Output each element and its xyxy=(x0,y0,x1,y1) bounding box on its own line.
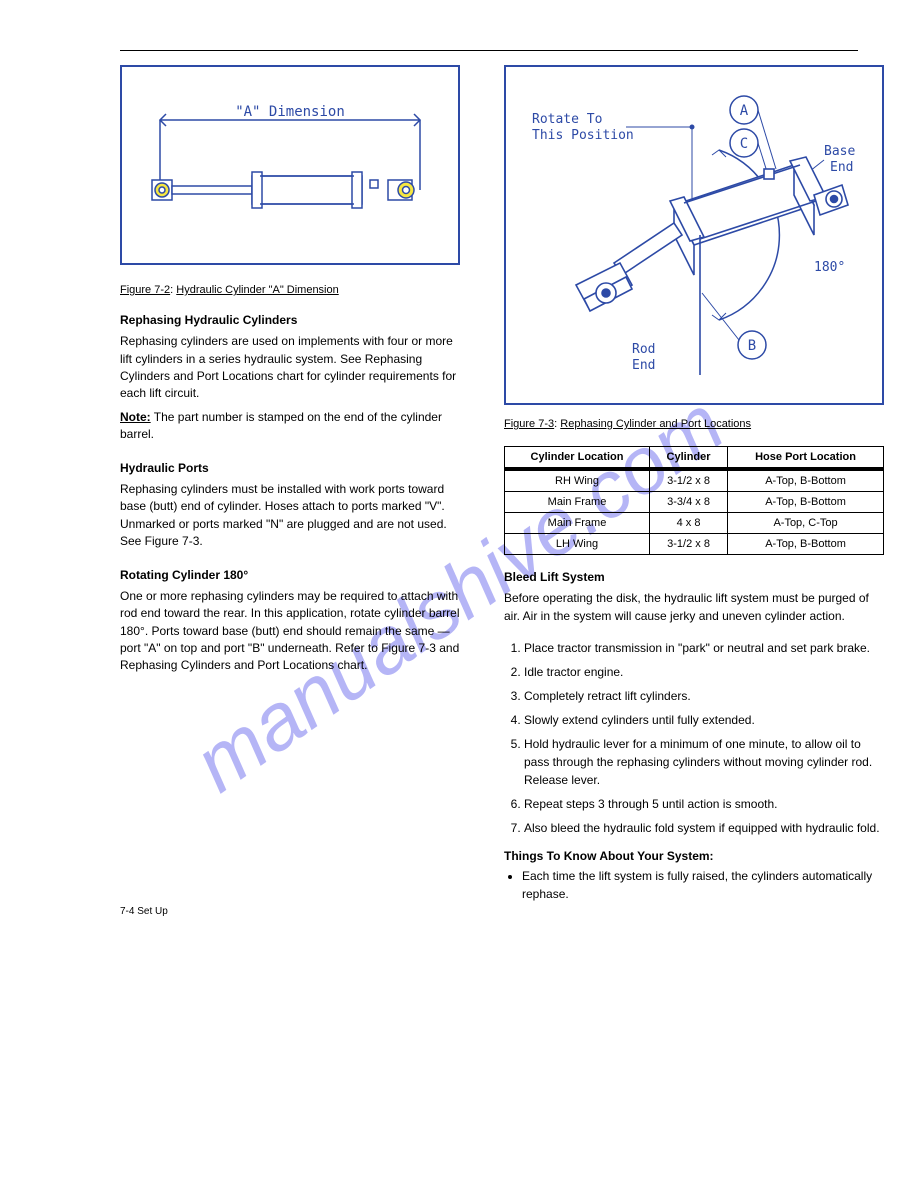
list-item: Idle tractor engine. xyxy=(524,663,884,681)
rephase-tbody: RH Wing 3-1/2 x 8 A-Top, B-Bottom Main F… xyxy=(505,470,884,554)
rotate-heading: Rotating Cylinder 180° xyxy=(120,567,460,584)
angle-label: 180° xyxy=(814,260,845,275)
rephasing-heading: Rephasing Hydraulic Cylinders xyxy=(120,312,460,329)
figure-left-caption: Figure 7-2: Hydraulic Cylinder "A" Dimen… xyxy=(120,283,460,298)
rotate-section: Rotating Cylinder 180° One or more repha… xyxy=(120,567,460,675)
list-item: Completely retract lift cylinders. xyxy=(524,687,884,705)
bleed-heading: Bleed Lift System xyxy=(504,569,884,586)
cylinder-iso-svg: A C B Rotate To This Position Base End R… xyxy=(514,75,874,395)
col-location: Cylinder Location xyxy=(505,446,650,468)
cell: 3-1/2 x 8 xyxy=(650,470,728,491)
cylinder-side-svg: "A" Dimension xyxy=(130,80,450,250)
bleed-steps: Place tractor transmission in "park" or … xyxy=(504,639,884,837)
list-item: Hold hydraulic lever for a minimum of on… xyxy=(524,735,884,789)
table-row: RH Wing 3-1/2 x 8 A-Top, B-Bottom xyxy=(505,470,884,491)
a-dimension-label: "A" Dimension xyxy=(235,104,345,120)
cell: 3-3/4 x 8 xyxy=(650,491,728,512)
rod-end-2: End xyxy=(632,358,655,373)
bleed-section: Bleed Lift System Before operating the d… xyxy=(504,569,884,625)
figure-right-id: Figure 7-3 xyxy=(504,418,554,430)
ports-heading: Hydraulic Ports xyxy=(120,460,460,477)
figure-left-title: Hydraulic Cylinder "A" Dimension xyxy=(176,284,338,296)
figure-right-title: Rephasing Cylinder and Port Locations xyxy=(560,418,751,430)
cell: A-Top, C-Top xyxy=(728,512,884,533)
rephase-table: Cylinder Location Cylinder Hose Port Loc… xyxy=(504,446,884,555)
rotate-body: One or more rephasing cylinders may be r… xyxy=(120,588,460,675)
cell: A-Top, B-Bottom xyxy=(728,533,884,554)
list-item: Slowly extend cylinders until fully exte… xyxy=(524,711,884,729)
figure-left-box: "A" Dimension xyxy=(120,65,460,265)
cell: A-Top, B-Bottom xyxy=(728,470,884,491)
two-column-layout: "A" Dimension xyxy=(120,65,858,907)
label-B: B xyxy=(748,338,756,354)
things-list: Each time the lift system is fully raise… xyxy=(504,867,884,903)
table-row: LH Wing 3-1/2 x 8 A-Top, B-Bottom xyxy=(505,533,884,554)
col-cylinder: Cylinder xyxy=(650,446,728,468)
list-item: Repeat steps 3 through 5 until action is… xyxy=(524,795,884,813)
table-row: Main Frame 4 x 8 A-Top, C-Top xyxy=(505,512,884,533)
note-text: The part number is stamped on the end of… xyxy=(120,410,442,441)
label-C: C xyxy=(740,136,748,152)
ports-section: Hydraulic Ports Rephasing cylinders must… xyxy=(120,460,460,551)
page-container: "A" Dimension xyxy=(0,0,918,947)
rod-end-1: Rod xyxy=(632,342,655,357)
cell: Main Frame xyxy=(505,512,650,533)
cell: 3-1/2 x 8 xyxy=(650,533,728,554)
list-item: Place tractor transmission in "park" or … xyxy=(524,639,884,657)
rephasing-intro: Rephasing cylinders are used on implemen… xyxy=(120,333,460,403)
figure-right-caption: Figure 7-3: Rephasing Cylinder and Port … xyxy=(504,417,884,432)
left-column: "A" Dimension xyxy=(120,65,460,907)
top-rule xyxy=(120,50,858,51)
list-item: Each time the lift system is fully raise… xyxy=(522,867,884,903)
bleed-intro: Before operating the disk, the hydraulic… xyxy=(504,590,884,625)
note-label: Note: xyxy=(120,410,151,424)
list-item: Also bleed the hydraulic fold system if … xyxy=(524,819,884,837)
base-end-1: Base xyxy=(824,144,855,159)
cell: A-Top, B-Bottom xyxy=(728,491,884,512)
cell: LH Wing xyxy=(505,533,650,554)
rephasing-note: Note: The part number is stamped on the … xyxy=(120,409,460,444)
cell: RH Wing xyxy=(505,470,650,491)
col-port: Hose Port Location xyxy=(728,446,884,468)
cell: 4 x 8 xyxy=(650,512,728,533)
things-heading: Things To Know About Your System: xyxy=(504,849,884,863)
figure-left-id: Figure 7-2 xyxy=(120,284,170,296)
page-footer: 7-4 Set Up xyxy=(120,906,168,917)
rephasing-section: Rephasing Hydraulic Cylinders Rephasing … xyxy=(120,312,460,444)
ports-body: Rephasing cylinders must be installed wi… xyxy=(120,481,460,551)
rotate-label-2: This Position xyxy=(532,128,634,143)
label-A: A xyxy=(740,103,749,119)
rotate-label-1: Rotate To xyxy=(532,112,602,127)
base-end-2: End xyxy=(830,160,853,175)
table-row: Main Frame 3-3/4 x 8 A-Top, B-Bottom xyxy=(505,491,884,512)
right-column: A C B Rotate To This Position Base End R… xyxy=(504,65,884,907)
cell: Main Frame xyxy=(505,491,650,512)
figure-right-box: A C B Rotate To This Position Base End R… xyxy=(504,65,884,405)
